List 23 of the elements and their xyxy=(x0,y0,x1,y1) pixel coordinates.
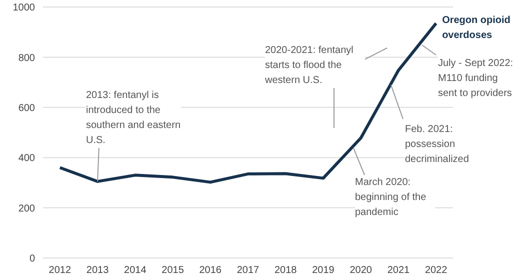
x-tick-label: 2018 xyxy=(274,265,298,276)
x-tick-label: 2014 xyxy=(124,265,147,276)
y-tick-label: 800 xyxy=(18,52,36,64)
x-tick-label: 2012 xyxy=(48,265,72,276)
x-tick-label: 2016 xyxy=(199,265,222,276)
annotation: July - Sept 2022: M110 funding sent to providers xyxy=(438,56,518,101)
y-tick-label: 200 xyxy=(18,203,36,214)
x-tick-label: 2020 xyxy=(350,265,372,276)
series-label: Oregon opioid overdoses xyxy=(442,14,512,44)
annotation: March 2020: beginning of the pandemic xyxy=(355,175,435,220)
y-tick-label: 0 xyxy=(29,254,36,265)
annotation: Feb. 2021: possession decriminalized xyxy=(405,122,490,167)
y-tick-label: 400 xyxy=(18,153,36,164)
y-tick-label: 1000 xyxy=(12,2,36,14)
annotation: 2013: fentanyl is introduced to the southern and eastern U.S. xyxy=(86,88,181,148)
annotation: 2020-2021: fentanyl starts to flood the western U.S. xyxy=(265,43,365,88)
x-tick-label: 2019 xyxy=(312,265,335,276)
y-tick-label: 600 xyxy=(18,102,36,114)
x-tick-label: 2017 xyxy=(236,265,260,276)
x-tick-label: 2015 xyxy=(162,265,184,276)
x-tick-label: 2013 xyxy=(86,265,110,276)
x-tick-label: 2021 xyxy=(387,265,410,276)
x-tick-label: 2022 xyxy=(424,265,448,276)
